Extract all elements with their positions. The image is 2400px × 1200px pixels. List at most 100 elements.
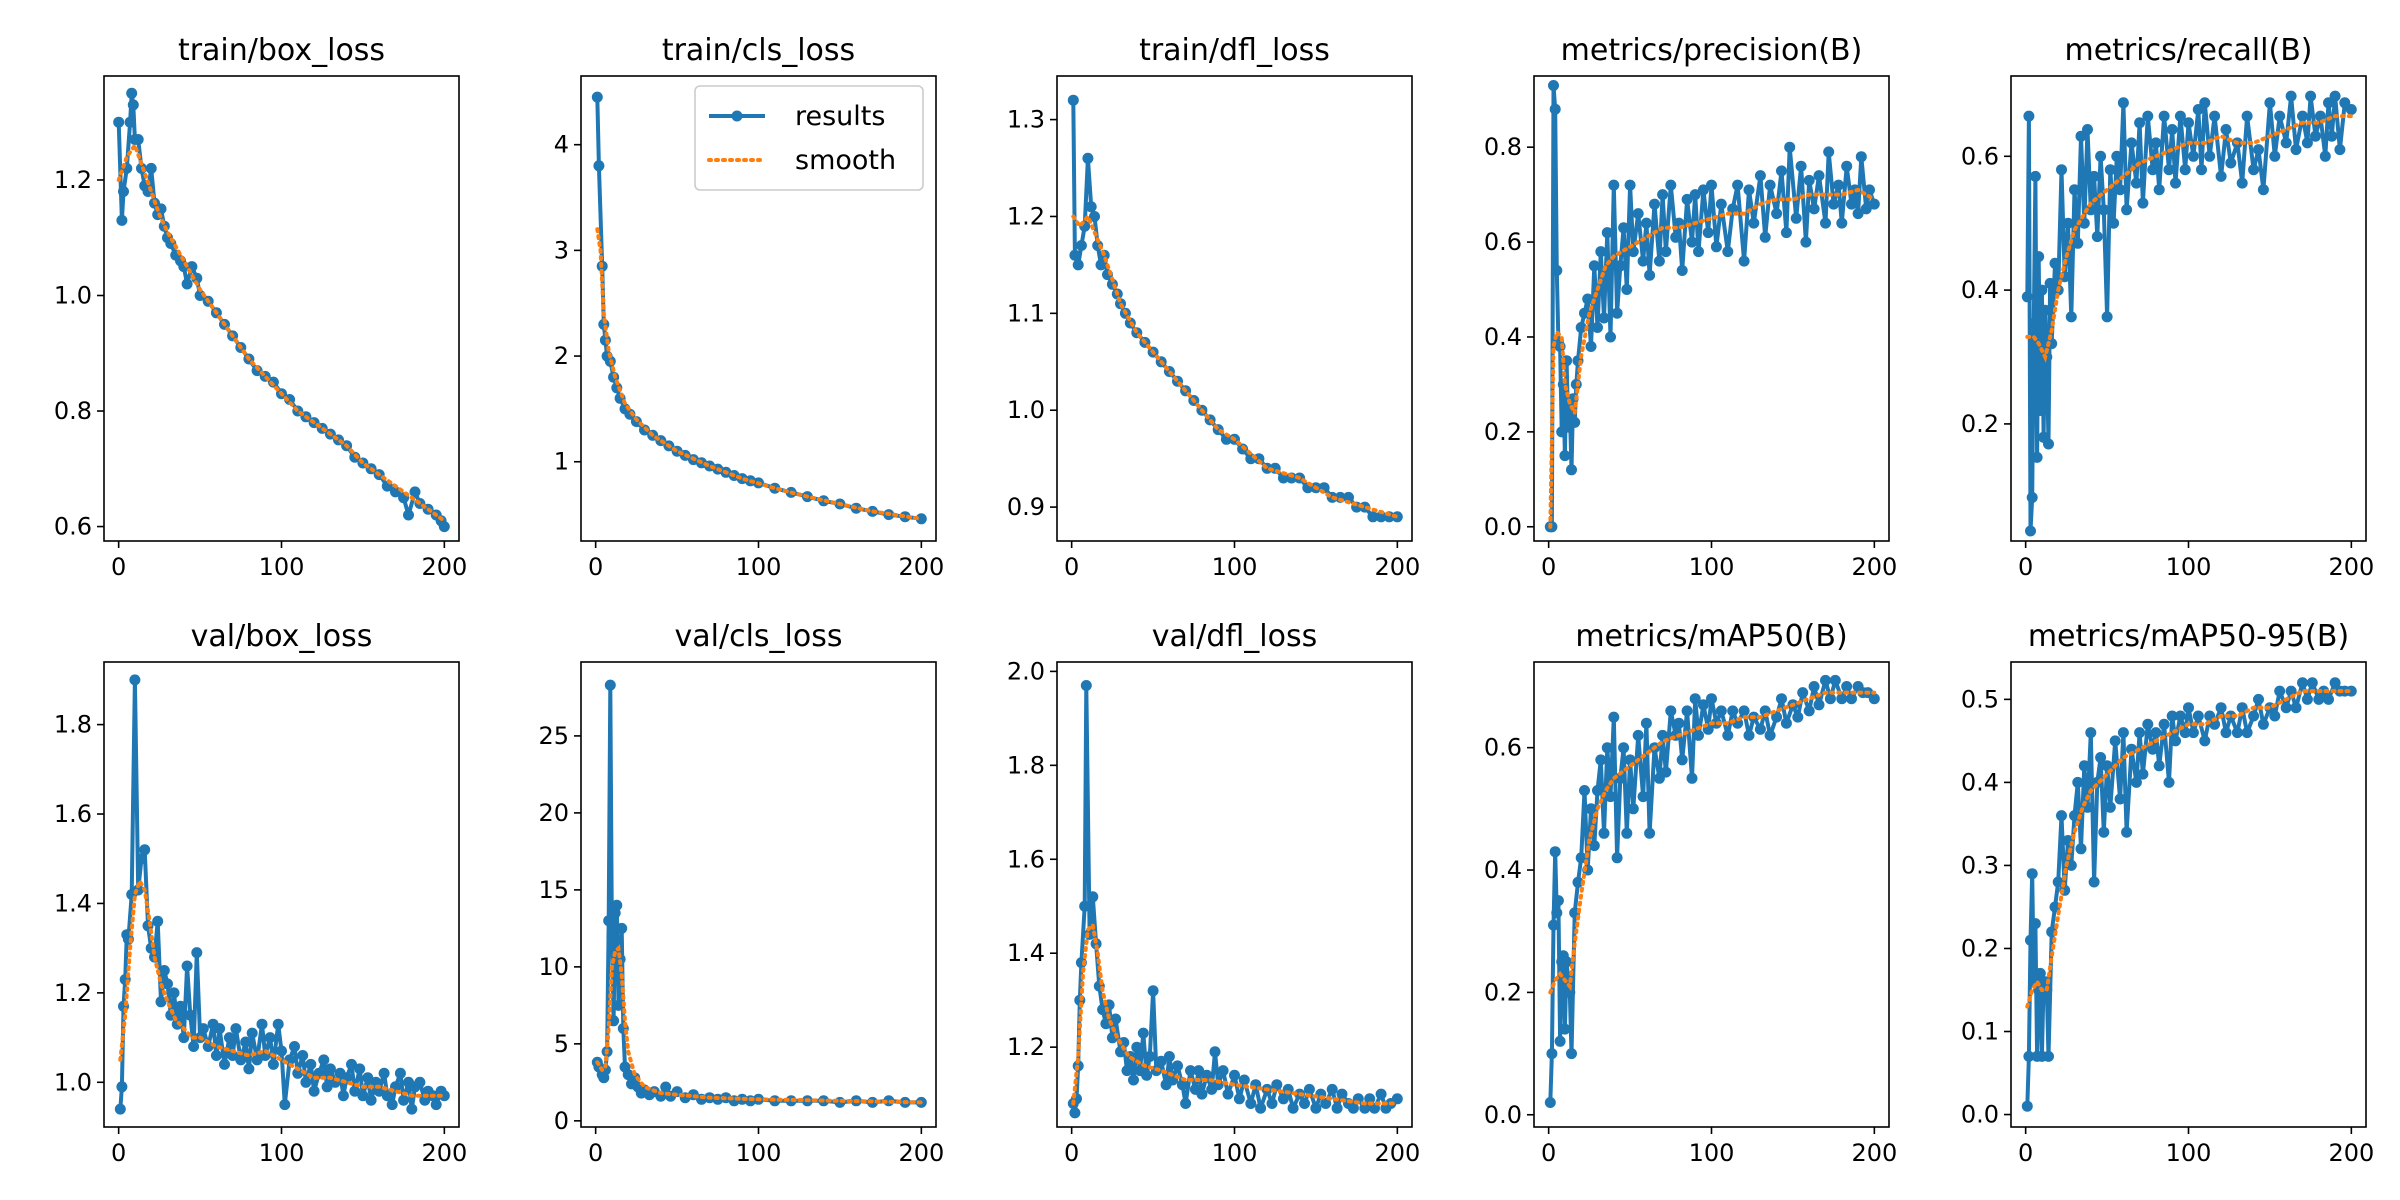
smooth-series-line xyxy=(2025,689,2354,1009)
results-point xyxy=(1780,227,1792,239)
chart-title: train/dfl_loss xyxy=(1139,33,1330,68)
results-point xyxy=(1608,179,1620,191)
y-tick-label: 0.8 xyxy=(54,397,92,425)
results-point xyxy=(2095,752,2107,763)
results-point xyxy=(2301,137,2313,149)
results-point xyxy=(1614,260,1626,272)
x-tick-label: 200 xyxy=(421,553,467,581)
results-point xyxy=(1588,840,1600,852)
results-point xyxy=(2056,164,2067,176)
results-point xyxy=(1776,165,1787,177)
results-point xyxy=(223,1032,235,1044)
results-point xyxy=(1585,803,1597,815)
axes-frame xyxy=(1056,661,1413,1128)
results-point xyxy=(2069,810,2080,822)
results-point xyxy=(2091,231,2103,243)
results-point xyxy=(2170,735,2181,747)
results-point xyxy=(1764,729,1776,741)
results-point xyxy=(1665,705,1677,717)
results-point xyxy=(2049,257,2061,269)
chart-panel-train-cls-loss: train/cls_loss 0 100 200 1 2 3 4 xyxy=(554,33,945,581)
results-point xyxy=(1569,416,1581,428)
results-point xyxy=(2305,90,2317,102)
results-point xyxy=(1072,259,1084,271)
x-tick-label: 200 xyxy=(1851,553,1897,581)
results-point xyxy=(1657,729,1669,741)
results-point xyxy=(1193,1065,1205,1077)
x-tick-label: 0 xyxy=(2018,1139,2033,1167)
results-point xyxy=(1287,1102,1299,1114)
results-point xyxy=(2126,743,2137,755)
results-point xyxy=(386,1099,398,1111)
y-tick-label: 0.6 xyxy=(1961,142,1999,170)
results-point xyxy=(181,960,193,972)
results-point xyxy=(2078,217,2090,229)
results-point xyxy=(1618,222,1630,234)
results-point xyxy=(1131,1041,1143,1053)
results-point xyxy=(2153,760,2165,772)
results-point xyxy=(346,1058,357,1070)
results-point xyxy=(1828,198,1840,210)
results-point xyxy=(1255,1102,1267,1114)
results-point xyxy=(2104,801,2116,813)
results-point xyxy=(1266,1098,1278,1109)
results-point xyxy=(1601,742,1613,754)
y-tick-label: 1.4 xyxy=(54,889,92,917)
results-point xyxy=(2044,277,2056,289)
results-point xyxy=(1549,103,1561,115)
results-point xyxy=(2264,97,2276,109)
results-point xyxy=(2034,967,2046,979)
results-point xyxy=(2029,918,2041,930)
results-point xyxy=(1559,450,1571,462)
results-point xyxy=(2072,776,2084,788)
results-point xyxy=(1551,907,1563,919)
results-point xyxy=(2290,702,2302,714)
results-point xyxy=(1552,895,1564,907)
plot-area xyxy=(591,679,927,1108)
results-point xyxy=(2301,693,2313,705)
results-point xyxy=(276,1045,287,1057)
results-point xyxy=(1784,141,1796,153)
results-point xyxy=(2130,177,2142,189)
results-point xyxy=(2134,117,2146,129)
plot-area xyxy=(1067,680,1403,1119)
x-tick-label: 100 xyxy=(2166,1139,2212,1167)
y-tick-label: 1.8 xyxy=(54,711,92,739)
results-point xyxy=(2166,710,2178,722)
results-point xyxy=(2179,727,2191,739)
results-point xyxy=(438,521,450,533)
results-point xyxy=(168,987,180,999)
results-point xyxy=(591,91,603,103)
results-point xyxy=(1868,693,1880,705)
results-point xyxy=(116,214,128,226)
results-point xyxy=(1637,255,1649,267)
results-point xyxy=(398,1094,410,1106)
results-point xyxy=(2306,677,2318,689)
smooth-series-line xyxy=(2025,114,2354,363)
results-point xyxy=(297,1050,309,1061)
results-point xyxy=(1795,160,1807,172)
results-point xyxy=(1326,1083,1338,1095)
results-point xyxy=(1592,322,1603,333)
results-point xyxy=(1551,265,1563,276)
results-point xyxy=(113,116,125,128)
results-point xyxy=(2345,104,2357,115)
results-point xyxy=(1657,189,1669,201)
results-point xyxy=(2183,117,2194,129)
results-point xyxy=(2225,157,2237,169)
results-point xyxy=(1855,151,1867,163)
results-point xyxy=(2225,710,2237,722)
results-point xyxy=(1706,693,1717,705)
results-point xyxy=(2269,150,2281,162)
results-point xyxy=(403,509,414,521)
smooth-series-line xyxy=(118,876,447,1098)
y-tick-label: 0.0 xyxy=(1961,1101,1999,1129)
plot-area xyxy=(2021,677,2357,1112)
results-point xyxy=(1185,1065,1196,1077)
results-point xyxy=(1627,246,1639,258)
results-point xyxy=(2075,843,2087,855)
results-point xyxy=(2183,702,2194,714)
results-point xyxy=(1605,331,1616,343)
legend-smooth-label: smooth xyxy=(795,145,896,176)
smooth-series-line xyxy=(595,944,924,1105)
